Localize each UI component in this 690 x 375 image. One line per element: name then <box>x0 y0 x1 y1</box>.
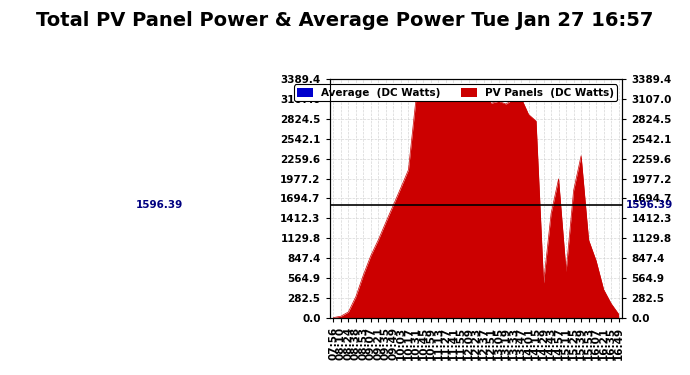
Legend: Average  (DC Watts), PV Panels  (DC Watts): Average (DC Watts), PV Panels (DC Watts) <box>294 84 617 101</box>
Text: Total PV Panel Power & Average Power Tue Jan 27 16:57: Total PV Panel Power & Average Power Tue… <box>37 11 653 30</box>
Text: 1596.39: 1596.39 <box>625 200 673 210</box>
Text: Copyright 2015 Cartronics.com: Copyright 2015 Cartronics.com <box>333 86 484 96</box>
Text: 1596.39: 1596.39 <box>136 200 184 210</box>
